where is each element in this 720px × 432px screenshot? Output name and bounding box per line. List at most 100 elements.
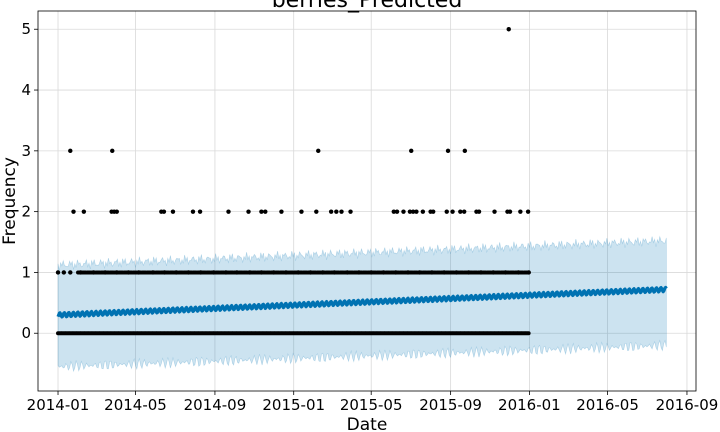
observed-point [136,270,141,275]
observed-point [345,270,350,275]
observed-point [81,209,87,214]
x-tick-label: 2015-01 [262,396,325,414]
y-tick-label: 3 [21,142,31,160]
observed-point [308,270,313,275]
observed-point [316,148,321,154]
observed-point [198,270,203,275]
observed-point [211,270,216,275]
observed-point [55,270,61,275]
observed-point [332,270,337,275]
observed-point [161,209,167,214]
x-tick-label: 2014-05 [104,396,167,414]
observed-point [114,209,119,214]
observed-point [61,270,67,275]
observed-point [409,148,414,154]
observed-point [190,209,196,214]
observed-point [78,270,83,275]
observed-point [394,209,400,214]
observed-point [414,209,419,214]
observed-point [71,209,76,214]
observed-point [356,270,362,275]
observed-point [226,209,231,214]
chart-title: berries_Predicted [272,0,463,13]
y-tick-label: 1 [21,263,31,281]
observed-point [247,270,252,275]
observed-point [420,209,426,214]
y-tick-label: 4 [21,81,31,99]
observed-point [328,209,334,214]
observed-point [525,209,531,214]
observed-point [320,270,325,275]
observed-point [516,270,521,275]
observed-point [186,270,191,275]
observed-point [68,270,73,275]
observed-point [405,270,411,275]
observed-point [197,209,203,214]
x-tick-label: 2015-09 [419,396,482,414]
observed-point [68,148,73,154]
observed-point [507,209,513,214]
observed-point [454,270,459,275]
observed-point [466,270,471,275]
observed-point [476,209,482,214]
observed-point [259,270,264,275]
forecast-line [56,285,668,319]
y-tick-label: 2 [21,203,31,221]
observed-point [430,209,436,214]
observed-point [279,209,284,214]
observed-point [526,270,531,275]
observed-point [445,148,451,154]
observed-point [259,209,264,214]
observed-point [381,270,386,275]
observed-point [314,209,319,214]
observed-point [461,209,467,214]
observed-point [401,209,406,214]
observed-point [492,209,497,214]
observed-point [407,209,413,214]
observed-point [417,270,422,275]
observed-point [506,27,511,32]
y-axis-label: Frequency [0,157,20,245]
observed-point [263,209,268,214]
observed-point [518,209,523,214]
observed-point [450,209,455,214]
x-axis-label: Date [347,415,388,432]
observed-point [110,148,115,154]
observed-point [491,270,496,275]
x-tick-label: 2015-05 [340,396,403,414]
observed-point [223,270,229,275]
observed-point [170,209,176,214]
observed-point [102,270,108,275]
observed-point [296,270,301,275]
x-tick-label: 2016-05 [576,396,639,414]
observed-point [299,209,304,214]
observed-points-layer [55,27,531,336]
tick-layer: 2014-01 2014-05 2014-09 2015-01 2015-05 2015-… [21,20,718,414]
y-tick-label: 5 [21,20,31,38]
observed-point [126,270,131,275]
observed-point [393,270,398,275]
y-tick-label: 0 [21,324,31,342]
observed-point [429,270,435,275]
observed-point [283,270,289,275]
observed-point [234,270,240,275]
observed-point [348,209,353,214]
observed-point [162,270,167,275]
x-tick-label: 2016-01 [498,396,561,414]
forecast-line-layer [56,285,668,319]
observed-point [339,209,344,214]
observed-point [462,148,468,154]
observed-point [114,270,119,275]
observed-point [478,270,484,275]
observed-point [91,270,96,275]
observed-point [458,209,463,214]
observed-point [246,209,251,214]
observed-point [441,270,447,275]
x-tick-label: 2016-09 [656,396,719,414]
plot-frame [37,10,697,392]
observed-point [391,209,396,214]
observed-point [503,270,508,275]
observed-point [368,270,374,275]
